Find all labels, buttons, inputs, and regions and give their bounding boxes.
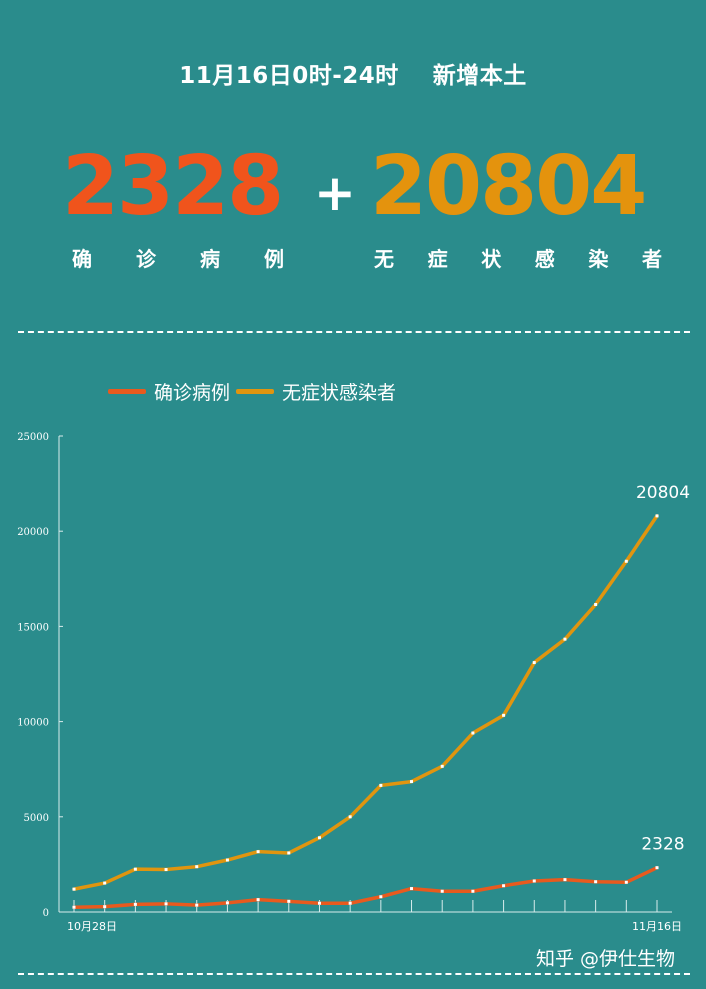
asymptomatic-caption-char: 染 [588, 247, 609, 271]
data-point [471, 731, 475, 735]
x-tick-label: 11月16日 [632, 920, 682, 933]
data-point [164, 868, 168, 872]
data-point [348, 815, 352, 819]
y-tick-label: 5000 [24, 813, 49, 824]
plus-sign: + [314, 164, 356, 222]
x-tick-label: 10月28日 [67, 920, 117, 933]
data-point [103, 905, 107, 909]
data-point [624, 880, 628, 884]
data-point [379, 783, 383, 787]
confirmed-caption-char: 例 [264, 247, 284, 271]
legend-swatch-asymptomatic [236, 389, 275, 394]
y-tick-label: 10000 [17, 718, 49, 729]
data-point [317, 901, 321, 905]
data-point [563, 878, 567, 882]
y-tick-label: 0 [43, 908, 49, 919]
asymptomatic-total: 20804 [370, 139, 647, 234]
data-point [164, 902, 168, 906]
data-point [195, 903, 199, 907]
legend-swatch-confirmed [108, 389, 146, 394]
data-point [287, 899, 291, 903]
data-point [256, 898, 260, 902]
data-point [594, 880, 598, 884]
data-point [655, 514, 659, 518]
data-point [256, 850, 260, 854]
data-point [410, 780, 414, 784]
confirmed-caption-char: 确 [72, 247, 92, 271]
data-point [348, 901, 352, 905]
y-tick-label: 20000 [17, 527, 49, 538]
series-line-asymptomatic [72, 514, 659, 891]
data-point [133, 902, 137, 906]
legend-item-asymptomatic: 无症状感染者 [236, 378, 396, 405]
data-point [195, 865, 199, 869]
data-point [624, 559, 628, 563]
chart-labels: 0 5000 10000 15000 20000 25000 10月28日 11月16日 232… [17, 432, 690, 933]
data-point [440, 764, 444, 768]
chart-legend: 确诊病例 无症状感染者 [108, 378, 402, 405]
data-point [471, 889, 475, 893]
data-point [287, 851, 291, 855]
series-line-confirmed [72, 865, 659, 909]
confirmed-caption-char: 诊 [136, 247, 156, 271]
scope-label: 新增本土 [432, 63, 527, 89]
data-point [103, 881, 107, 885]
data-point [379, 895, 383, 899]
data-point [655, 866, 659, 870]
asymptomatic-caption-char: 状 [481, 247, 502, 271]
chart-series [72, 514, 659, 909]
asymptomatic-caption-char: 症 [427, 247, 448, 271]
data-point [440, 889, 444, 893]
watermark: 知乎 @伊仕生物 [536, 948, 676, 970]
data-point [225, 858, 229, 862]
end-value-label: 20804 [636, 483, 690, 503]
data-point [317, 836, 321, 840]
chart-axes [58, 435, 672, 913]
data-point [72, 887, 76, 891]
data-point [502, 713, 506, 717]
divider-bottom [18, 973, 690, 975]
confirmed-caption: 确 诊 病 例 [72, 243, 284, 272]
data-point [532, 879, 536, 883]
confirmed-total: 2328 [62, 139, 284, 234]
date-range: 11月16日0时-24时 [179, 63, 399, 89]
page-title: 11月16日0时-24时 新增本土 [0, 56, 706, 90]
asymptomatic-caption-char: 无 [374, 247, 394, 271]
legend-item-confirmed: 确诊病例 [108, 378, 230, 405]
divider-top [18, 331, 690, 333]
asymptomatic-caption: 无 症 状 感 染 者 [374, 243, 662, 272]
data-point [563, 637, 567, 641]
data-point [502, 884, 506, 888]
y-tick-label: 15000 [17, 622, 49, 633]
data-point [594, 603, 598, 607]
confirmed-caption-char: 病 [200, 247, 220, 271]
legend-label-confirmed: 确诊病例 [154, 382, 231, 404]
asymptomatic-caption-char: 感 [534, 247, 555, 271]
data-point [532, 661, 536, 665]
data-point [225, 901, 229, 905]
data-point [133, 867, 137, 871]
data-point [410, 887, 414, 891]
end-value-label: 2328 [641, 835, 684, 855]
data-point [72, 905, 76, 909]
y-tick-label: 25000 [17, 432, 49, 443]
legend-label-asymptomatic: 无症状感染者 [282, 382, 397, 404]
asymptomatic-caption-char: 者 [641, 247, 662, 271]
